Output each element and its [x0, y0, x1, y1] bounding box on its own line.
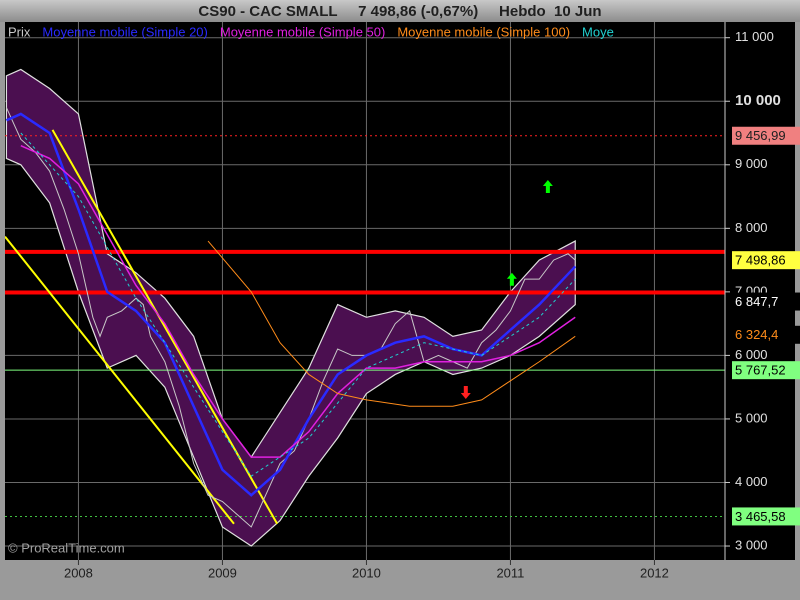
trendline [51, 129, 279, 525]
y-tick-label: 5 000 [735, 410, 768, 425]
credit: © ProRealTime.com [8, 540, 125, 555]
trendline [5, 235, 235, 525]
x-tick-label: 2008 [64, 565, 93, 580]
series-line [20, 132, 576, 477]
x-axis-area [0, 560, 800, 600]
y-tick-label: 6 000 [735, 347, 768, 362]
x-tick-label: 2011 [496, 565, 524, 580]
level-box [732, 292, 800, 311]
y-tick-label: 9 000 [735, 156, 768, 171]
level-label: 6 324,4 [735, 327, 778, 342]
legend-entry: Moye [582, 24, 614, 39]
signal-arrow [460, 385, 471, 399]
x-tick-label: 2012 [640, 565, 669, 580]
legend-entry: Moyenne mobile (Simple 20) [42, 24, 207, 39]
signal-arrow [542, 180, 553, 194]
y-tick-label: 3 000 [735, 537, 768, 552]
level-box [732, 361, 800, 380]
level-label: 5 767,52 [735, 363, 786, 378]
signal-arrow [506, 272, 517, 286]
y-tick-label: 4 000 [735, 474, 768, 489]
x-tick-label: 2010 [352, 565, 381, 580]
level-box [732, 325, 800, 344]
level-box [732, 251, 800, 270]
y-tick-label: 8 000 [735, 220, 768, 235]
series-line [20, 145, 576, 458]
level-label: 6 847,7 [735, 294, 778, 309]
y-tick-label: 10 000 [735, 92, 781, 109]
level-label: 3 465,58 [735, 509, 786, 524]
level-label: 9 456,99 [735, 128, 786, 143]
legend-entry: Moyenne mobile (Simple 100) [397, 24, 570, 39]
level-label: 7 498,86 [735, 253, 786, 268]
legend-entry: Prix [8, 24, 31, 39]
chart-title: CS90 - CAC SMALL 7 498,86 (-0,67%) Hebdo… [198, 3, 601, 20]
x-tick-label: 2009 [208, 565, 237, 580]
y-tick-label: 11 000 [735, 29, 774, 44]
title-bar [0, 0, 800, 22]
series-line [207, 240, 576, 407]
legend-entry: Moyenne mobile (Simple 50) [220, 24, 385, 39]
level-box [732, 126, 800, 145]
level-box [732, 507, 800, 526]
